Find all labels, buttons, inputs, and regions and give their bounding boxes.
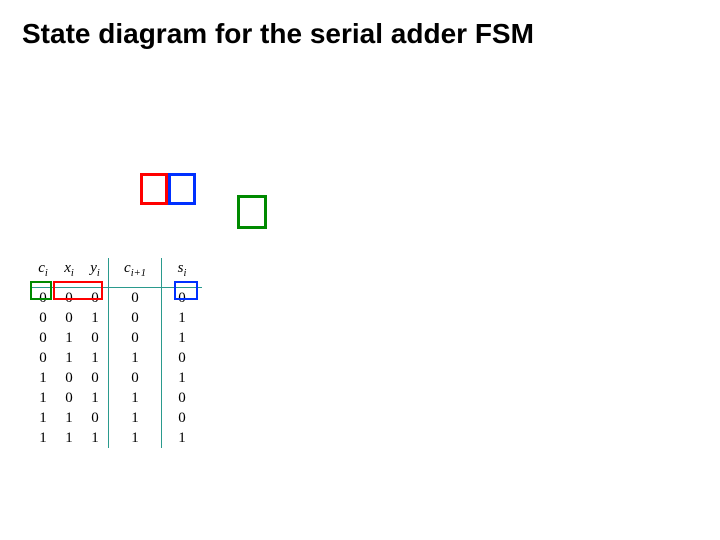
cell: 1 xyxy=(56,428,82,448)
slide-title: State diagram for the serial adder FSM xyxy=(22,18,534,50)
table-row: 00101 xyxy=(30,308,202,328)
cell: 1 xyxy=(82,348,109,368)
cell: 0 xyxy=(30,308,56,328)
cell: 1 xyxy=(109,408,162,428)
table-row: 10110 xyxy=(30,388,202,408)
highlight-ci-green xyxy=(30,281,52,300)
marker-green xyxy=(237,195,267,229)
cell: 1 xyxy=(56,348,82,368)
cell: 1 xyxy=(109,388,162,408)
table-row: 01110 xyxy=(30,348,202,368)
table-row: 01001 xyxy=(30,328,202,348)
cell: 1 xyxy=(162,328,203,348)
cell: 0 xyxy=(56,368,82,388)
cell: 1 xyxy=(30,428,56,448)
cell: 0 xyxy=(82,328,109,348)
marker-red xyxy=(140,173,168,205)
cell: 1 xyxy=(162,428,203,448)
cell: 0 xyxy=(162,348,203,368)
cell: 1 xyxy=(162,368,203,388)
marker-blue xyxy=(168,173,196,205)
cell: 1 xyxy=(30,408,56,428)
cell: 0 xyxy=(109,308,162,328)
cell: 1 xyxy=(82,388,109,408)
table-row: 11111 xyxy=(30,428,202,448)
th-ci1: ci+1 xyxy=(109,258,162,288)
cell: 0 xyxy=(109,328,162,348)
cell: 0 xyxy=(109,368,162,388)
cell: 1 xyxy=(30,388,56,408)
cell: 0 xyxy=(56,388,82,408)
cell: 0 xyxy=(82,408,109,428)
cell: 0 xyxy=(30,348,56,368)
cell: 1 xyxy=(82,308,109,328)
cell: 1 xyxy=(109,428,162,448)
cell: 1 xyxy=(56,408,82,428)
cell: 1 xyxy=(109,348,162,368)
highlight-si-blue xyxy=(174,281,198,300)
cell: 0 xyxy=(82,368,109,388)
cell: 1 xyxy=(162,308,203,328)
table-row: 11010 xyxy=(30,408,202,428)
cell: 1 xyxy=(82,428,109,448)
cell: 1 xyxy=(30,368,56,388)
cell: 1 xyxy=(56,328,82,348)
cell: 0 xyxy=(56,308,82,328)
highlight-xiyi-red xyxy=(53,281,103,300)
cell: 0 xyxy=(162,408,203,428)
cell: 0 xyxy=(30,328,56,348)
cell: 0 xyxy=(162,388,203,408)
table-row: 10001 xyxy=(30,368,202,388)
cell: 0 xyxy=(109,288,162,309)
